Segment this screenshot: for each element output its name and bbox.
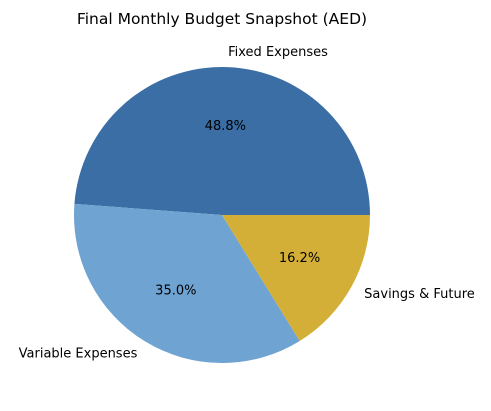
slice-percent-label: 35.0% (155, 283, 196, 298)
pie-labels: 48.8% Fixed Expenses 35.0% Variable Expense… (19, 45, 475, 362)
slice-category-label: Variable Expenses (19, 347, 138, 362)
slice-category-label: Fixed Expenses (228, 45, 328, 60)
pie-slice-savings-future (222, 215, 370, 341)
chart-title: Final Monthly Budget Snapshot (AED) (77, 10, 367, 28)
pie-slice-variable-expenses (74, 203, 300, 363)
slice-percent-label: 48.8% (205, 119, 246, 134)
pie-slice-fixed-expenses (74, 66, 371, 215)
slice-category-label: Savings & Future (364, 287, 475, 302)
pie-slices (74, 66, 371, 363)
slice-percent-label: 16.2% (279, 251, 320, 266)
